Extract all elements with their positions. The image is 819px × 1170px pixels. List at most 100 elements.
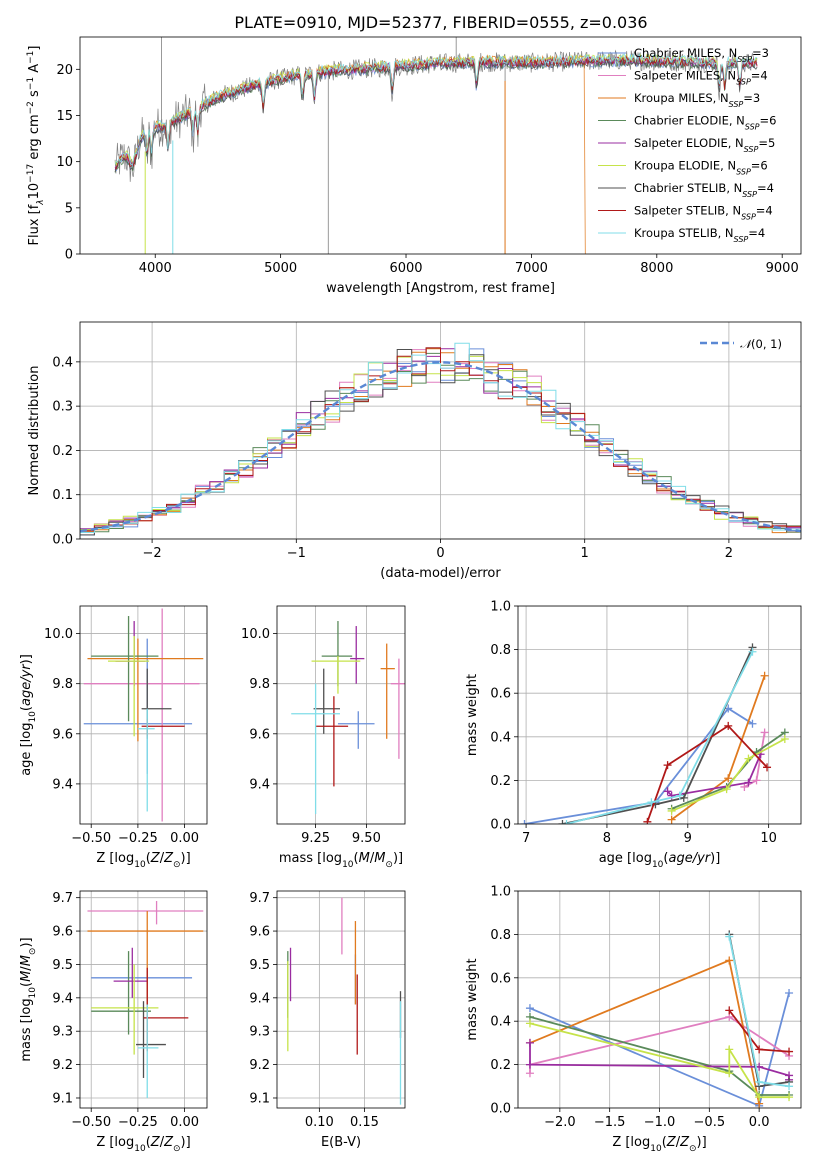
axes-frame [517,605,802,825]
weight-marker [785,1093,794,1102]
x-tick-label: 9000 [766,261,799,276]
model-line-chabrier-elodie [114,57,758,173]
y-tick-label: 9.1 [52,1091,73,1106]
y-axis-label: Flux [fλ10−17 erg cm−2 s−1 A−1] [26,46,46,246]
y-axis-label: mass [log10(M/M⊙)] [19,937,38,1061]
label-part: / [370,851,375,866]
label-part: M [359,851,370,866]
weight-marker [675,791,684,800]
label-part: λ [36,199,46,205]
y-tick-label: 0.2 [52,444,73,459]
legend: 𝒩(0, 1) [700,337,782,351]
weight-marker [525,1060,534,1069]
plot-area [80,606,207,824]
weight-marker [663,787,672,796]
y-tick-label: 10.0 [241,627,270,642]
weight-marker [748,647,757,656]
errorbar-kroupa-stelib [291,683,340,814]
weight-marker [562,820,571,824]
y-tick-label: 0.2 [490,774,511,789]
plot-area [80,322,801,539]
weight-line [524,707,753,824]
x-tick-label: 8000 [640,261,673,276]
x-tick-label: 10 [760,831,777,846]
errorbar-salpeter-elodie [113,947,148,998]
ticks: 7 8 9 10 0.0 0.2 0.4 0.6 0.8 1.0 [490,600,777,847]
weight-marker [785,1047,794,1056]
label-part: Kroupa STELIB, N [634,226,734,240]
label-part: M [19,955,34,966]
label-part: Kroupa ELODIE, N [634,159,736,173]
weight-series-kroupa-elodie [525,1019,794,1102]
y-axis-label: Normed distribution [27,366,42,496]
histogram-kroupa-stelib [80,342,801,539]
axes-frame [79,605,208,825]
x-axis-label: Z [log10(Z/Z⊙)] [96,1135,190,1154]
legend-entry-chabrier-stelib: Chabrier STELIB, NSSP=4 [634,181,774,199]
errorbar-salpeter-stelib [315,696,349,787]
errorbar-chabrier-stelib [313,668,340,734]
label-part: / [160,851,165,866]
label-part: Z [log [612,1135,650,1150]
axes-residuals: 𝒩(0, 1) −2 −1 0 1 2 0.0 0.1 0.2 0.3 0.4 (data-model… [27,321,802,581]
weight-marker [725,932,734,941]
y-tick-label: 9.4 [249,991,270,1006]
label-part: 10 [134,1144,146,1154]
x-tick-label: 0.0 [749,1115,770,1130]
plot-area [114,37,758,254]
weight-marker [724,721,733,730]
weight-marker [760,728,769,737]
x-tick-label: −0.50 [71,831,111,846]
y-tick-label: 9.1 [249,1091,270,1106]
y-axis-label: age [log10(age/yr)] [19,654,38,776]
x-axis-label: mass [log10(M/M⊙)] [279,851,403,870]
label-part: ⊙ [385,860,393,870]
weight-line [666,753,762,797]
weight-series-kroupa-elodie [667,734,789,815]
label-part: 10 [650,1144,662,1154]
label-part: mass [log [19,998,34,1061]
x-tick-label: 1 [581,546,589,561]
x-tick-label: 9 [684,831,692,846]
label-part: Z [163,1135,174,1150]
weight-line [529,1016,789,1096]
y-tick-label: 20 [56,63,73,78]
weight-marker [725,1006,734,1015]
y-tick-label: 0.0 [52,533,73,548]
y-tick-label: 9.4 [249,777,270,792]
weight-marker [667,806,676,815]
y-tick-label: 0.0 [490,818,511,833]
weight-marker [525,1019,534,1028]
y-tick-label: 9.2 [52,1058,73,1073]
y-tick-label: 9.6 [52,727,73,742]
label-part: =4 [751,69,768,83]
y-tick-label: 0.4 [490,730,511,745]
y-tick-label: 5 [65,201,73,216]
x-axis-label: (data-model)/error [380,566,501,581]
label-part: Z [log [96,1135,134,1150]
legend-entry-normal: 𝒩(0, 1) [740,337,782,351]
model-line-kroupa-stelib [114,52,758,166]
label-part: −1 [26,77,36,90]
y-tick-label: 9.4 [52,777,73,792]
errorbar-salpeter-elodie [350,626,365,684]
ticks: 0.10 0.15 9.1 9.2 9.3 9.4 9.5 9.6 9.7 [249,891,379,1130]
weight-marker [722,785,731,794]
label-part: ⊙ [689,1144,697,1154]
label-part: 10 [134,860,146,870]
label-part: Salpeter ELODIE, N [634,136,744,150]
weight-series-kroupa-stelib [725,932,794,1091]
label-part: ( [354,851,359,866]
x-tick-label: −0.25 [118,831,158,846]
weight-marker [755,1077,764,1086]
errorbar-kroupa-elodie [108,636,150,737]
axes-age-vs-Z: −0.50 −0.25 0.009.49.69.810.0Z [log10(Z/Z⊙… [19,605,208,870]
y-tick-label: 0 [65,248,73,263]
ticks: −0.50 −0.25 0.00 9.4 9.6 9.8 10.0 [44,627,199,846]
x-tick-label: −2.0 [544,1115,576,1130]
label-part: Z [163,851,174,866]
y-axis-label: mass weight [465,958,480,1040]
y-tick-label: 0.1 [52,488,73,503]
